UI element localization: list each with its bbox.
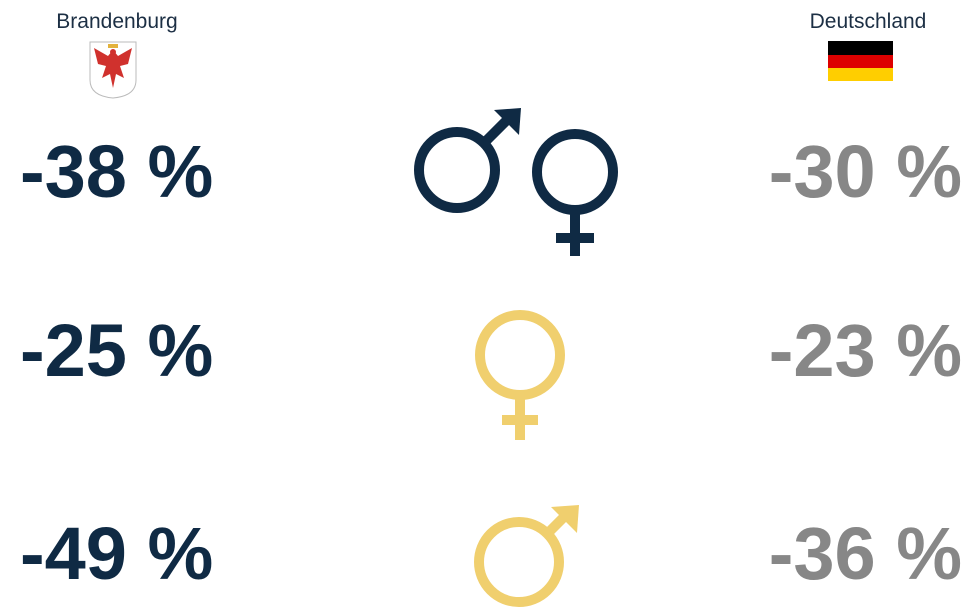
arrow-head [494,108,521,135]
male-symbol [474,507,574,607]
region-value: -25 % [20,309,213,392]
gender-symbols-all [414,111,618,256]
female-symbol [475,310,565,440]
flag [828,41,893,81]
region-value: -38 % [20,130,213,213]
country-value: -23 % [769,309,962,392]
rows: -38 % -30 % -25 % -23 % -49 % -36 % [20,130,962,595]
region-value: -49 % [20,512,213,595]
coat-of-arms [89,41,137,99]
region-label: Brandenburg [56,10,177,33]
arrow-head [551,505,579,533]
country-value: -36 % [769,512,962,595]
country-label: Deutschland [810,10,927,33]
country-value: -30 % [769,130,962,213]
